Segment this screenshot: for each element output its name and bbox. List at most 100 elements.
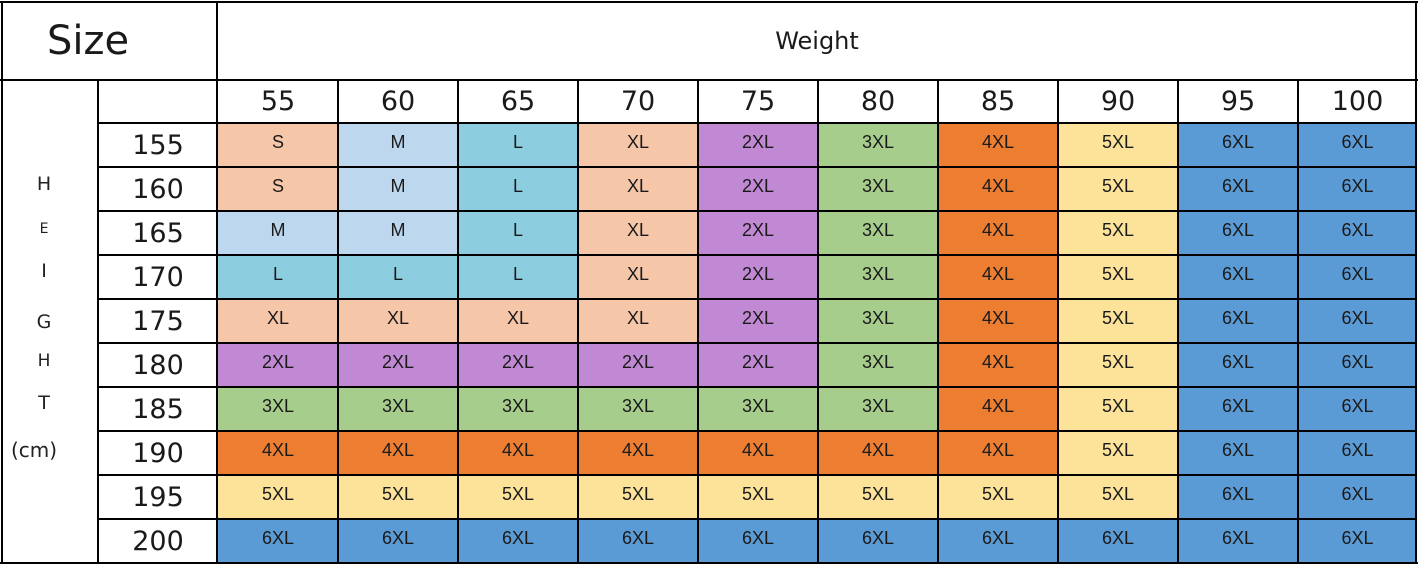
size-cell: 2XL xyxy=(218,343,338,387)
height-label-letter: (cm) xyxy=(10,438,58,462)
size-cell: 5XL xyxy=(1058,343,1178,387)
size-cell: 6XL xyxy=(458,519,578,563)
size-cell: L xyxy=(458,123,578,167)
weight-value: 85 xyxy=(980,86,1016,117)
size-cell: 3XL xyxy=(458,387,578,431)
weight-value: 75 xyxy=(740,86,776,117)
grid-line xyxy=(457,80,459,564)
size-cell: XL xyxy=(578,255,698,299)
grid-line xyxy=(97,210,1417,212)
size-cell: L xyxy=(338,255,458,299)
size-cell: 5XL xyxy=(1058,475,1178,519)
height-value: 185 xyxy=(132,393,184,425)
size-cell: 6XL xyxy=(1298,387,1417,431)
size-cell: 3XL xyxy=(218,387,338,431)
size-cell: M xyxy=(218,211,338,255)
size-cell: XL xyxy=(578,299,698,343)
size-cell: 5XL xyxy=(458,475,578,519)
size-cell: L xyxy=(458,211,578,255)
size-cell: 6XL xyxy=(938,519,1058,563)
size-cell: S xyxy=(218,167,338,211)
size-cell: 4XL xyxy=(218,431,338,475)
size-cell: 6XL xyxy=(218,519,338,563)
size-cell: XL xyxy=(578,167,698,211)
size-cell: 4XL xyxy=(578,431,698,475)
height-value: 170 xyxy=(132,261,184,293)
height-value: 160 xyxy=(132,173,184,205)
size-cell: 3XL xyxy=(818,167,938,211)
size-cell: 5XL xyxy=(578,475,698,519)
grid-line xyxy=(0,562,1418,564)
grid-line xyxy=(337,80,339,564)
height-label-letter: T xyxy=(38,392,50,414)
size-cell: 6XL xyxy=(1178,211,1298,255)
size-cell: M xyxy=(338,123,458,167)
size-cell: 6XL xyxy=(1178,475,1298,519)
grid-line xyxy=(1,1,3,564)
grid-line xyxy=(1297,80,1299,564)
size-cell: 2XL xyxy=(698,255,818,299)
size-cell: 4XL xyxy=(938,255,1058,299)
height-value: 175 xyxy=(132,305,184,337)
size-cell: M xyxy=(338,167,458,211)
size-cell: 6XL xyxy=(1058,519,1178,563)
size-cell: 4XL xyxy=(818,431,938,475)
size-cell: 6XL xyxy=(818,519,938,563)
size-cell: 6XL xyxy=(698,519,818,563)
size-cell: 5XL xyxy=(338,475,458,519)
size-cell: 3XL xyxy=(818,123,938,167)
grid-line xyxy=(97,122,1417,124)
size-cell: 4XL xyxy=(938,343,1058,387)
size-cell: 5XL xyxy=(1058,299,1178,343)
size-cell: 3XL xyxy=(818,299,938,343)
grid-line xyxy=(216,1,218,564)
size-cell: 5XL xyxy=(938,475,1058,519)
grid-line xyxy=(97,298,1417,300)
size-cell: 3XL xyxy=(578,387,698,431)
grid-line xyxy=(0,1,1418,3)
size-cell: 3XL xyxy=(818,387,938,431)
size-cell: 5XL xyxy=(698,475,818,519)
grid-line xyxy=(937,80,939,564)
size-cell: 6XL xyxy=(1178,431,1298,475)
weight-value: 80 xyxy=(860,86,896,117)
size-cell: XL xyxy=(218,299,338,343)
size-cell: 4XL xyxy=(938,431,1058,475)
weight-value: 55 xyxy=(260,86,296,117)
size-cell: L xyxy=(218,255,338,299)
size-cell: 2XL xyxy=(338,343,458,387)
grid-line xyxy=(97,80,99,564)
size-cell: XL xyxy=(338,299,458,343)
size-cell: 5XL xyxy=(1058,431,1178,475)
size-cell: 3XL xyxy=(818,343,938,387)
size-cell: 6XL xyxy=(1298,519,1417,563)
grid-line xyxy=(97,254,1417,256)
size-cell: 6XL xyxy=(1298,299,1417,343)
size-cell: 2XL xyxy=(698,343,818,387)
size-cell: XL xyxy=(578,123,698,167)
size-cell: 2XL xyxy=(698,167,818,211)
grid-line xyxy=(697,80,699,564)
grid-line xyxy=(1415,1,1417,564)
size-cell: 4XL xyxy=(458,431,578,475)
size-title: Size xyxy=(46,18,130,64)
weight-value: 100 xyxy=(1331,86,1384,117)
size-cell: L xyxy=(458,255,578,299)
grid-line xyxy=(1057,80,1059,564)
size-cell: 2XL xyxy=(698,211,818,255)
grid-line xyxy=(97,474,1417,476)
height-label-letter: I xyxy=(41,260,47,282)
height-label-letter: H xyxy=(36,173,52,195)
size-cell: 5XL xyxy=(1058,123,1178,167)
size-cell: 3XL xyxy=(818,211,938,255)
weight-value: 70 xyxy=(620,86,656,117)
size-cell: 4XL xyxy=(938,123,1058,167)
height-label-letter: E xyxy=(39,221,49,237)
weight-value: 65 xyxy=(500,86,536,117)
size-cell: 5XL xyxy=(1058,211,1178,255)
grid-line xyxy=(1177,80,1179,564)
size-cell: 2XL xyxy=(458,343,578,387)
size-cell: 6XL xyxy=(578,519,698,563)
size-cell: XL xyxy=(578,211,698,255)
grid-line xyxy=(0,79,1418,81)
